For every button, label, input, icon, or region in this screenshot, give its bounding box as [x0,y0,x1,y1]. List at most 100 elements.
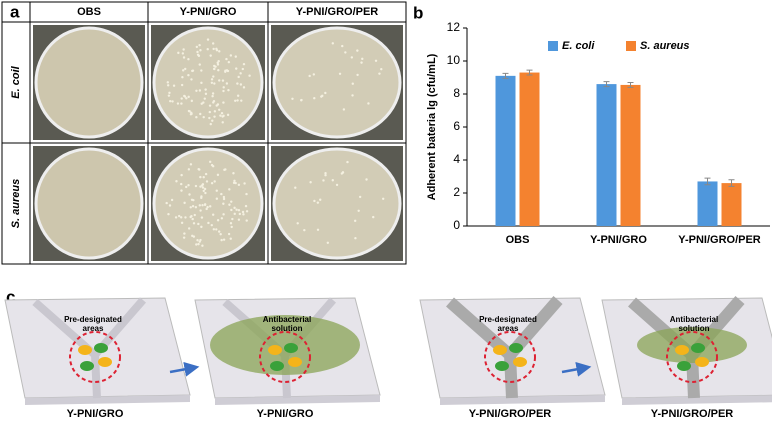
colony [236,82,239,85]
bacteria [98,357,112,367]
bacteria [288,357,302,367]
bacteria [80,361,94,371]
colony [230,200,233,203]
colony [351,82,354,85]
x-tick-label: OBS [506,234,530,246]
colony [202,175,205,179]
colony [182,48,185,51]
bacteria [493,345,507,355]
colony [205,180,209,183]
x-tick-label: Y-PNI/GRO/PER [678,234,761,246]
colony [221,121,224,124]
solution [637,327,747,363]
colony [326,241,330,245]
petri-dish [152,147,264,260]
colony [242,213,245,216]
colony [220,111,224,115]
colony [201,183,205,186]
colony [182,56,186,59]
colony [244,204,248,208]
colony [248,74,251,77]
colony [202,189,205,193]
colony [211,92,215,95]
petri-dish [272,26,402,139]
colony [237,75,240,79]
colony [189,206,192,209]
colony [219,232,222,236]
colony [209,122,212,126]
colony [238,212,242,216]
colony [222,89,225,93]
colony [201,244,204,247]
colony [183,232,186,235]
error-bar [603,81,610,88]
colony [194,206,198,209]
colony [206,205,209,209]
colony [291,97,294,100]
colony [341,44,344,48]
bar [495,75,516,226]
colony [225,82,229,85]
panel-label: b [413,3,423,22]
colony [234,99,237,102]
colony [353,219,357,223]
colony [200,69,203,72]
colony [320,95,323,98]
panel-label: c [6,287,15,306]
colony [235,67,238,70]
colony [357,209,360,212]
colony [167,212,170,216]
colony [319,198,322,201]
colony [236,94,240,97]
colony [195,45,199,49]
colony [309,181,312,184]
y-axis-label: Adherent bateria lg (cfu/mL) [426,53,438,200]
colony [245,219,248,222]
colony [200,216,204,219]
colony [180,173,183,177]
colony [213,82,216,85]
colony [216,219,220,222]
colony [190,198,194,202]
legend-label: S. aureus [640,40,690,52]
slab-edge [440,395,605,405]
colony [170,198,174,202]
slab-edge [215,395,380,405]
colony [180,83,184,87]
colony [199,112,202,116]
colony [313,97,316,100]
colony [183,94,186,98]
colony [204,172,208,176]
colony [234,55,237,58]
colony [365,178,368,181]
x-tick-label: Y-PNI/GRO [590,234,647,246]
colony [222,86,225,89]
arrow [561,361,592,377]
colony [179,216,183,219]
colony [187,58,190,61]
colony [380,67,383,71]
colony [188,110,191,113]
target-area [484,331,536,383]
bacteria [675,345,689,355]
bacteria [268,345,282,355]
colony [232,172,235,175]
colony [216,173,220,177]
colony [189,163,193,166]
colony [344,51,347,54]
colony [239,72,242,75]
colony [294,186,297,189]
colony [177,51,180,55]
colony [358,195,362,199]
colony [200,225,203,229]
bacteria [691,343,705,353]
colony [222,238,226,241]
colony [312,73,316,76]
colony [215,197,219,200]
channel [446,296,563,399]
colony [191,217,194,221]
